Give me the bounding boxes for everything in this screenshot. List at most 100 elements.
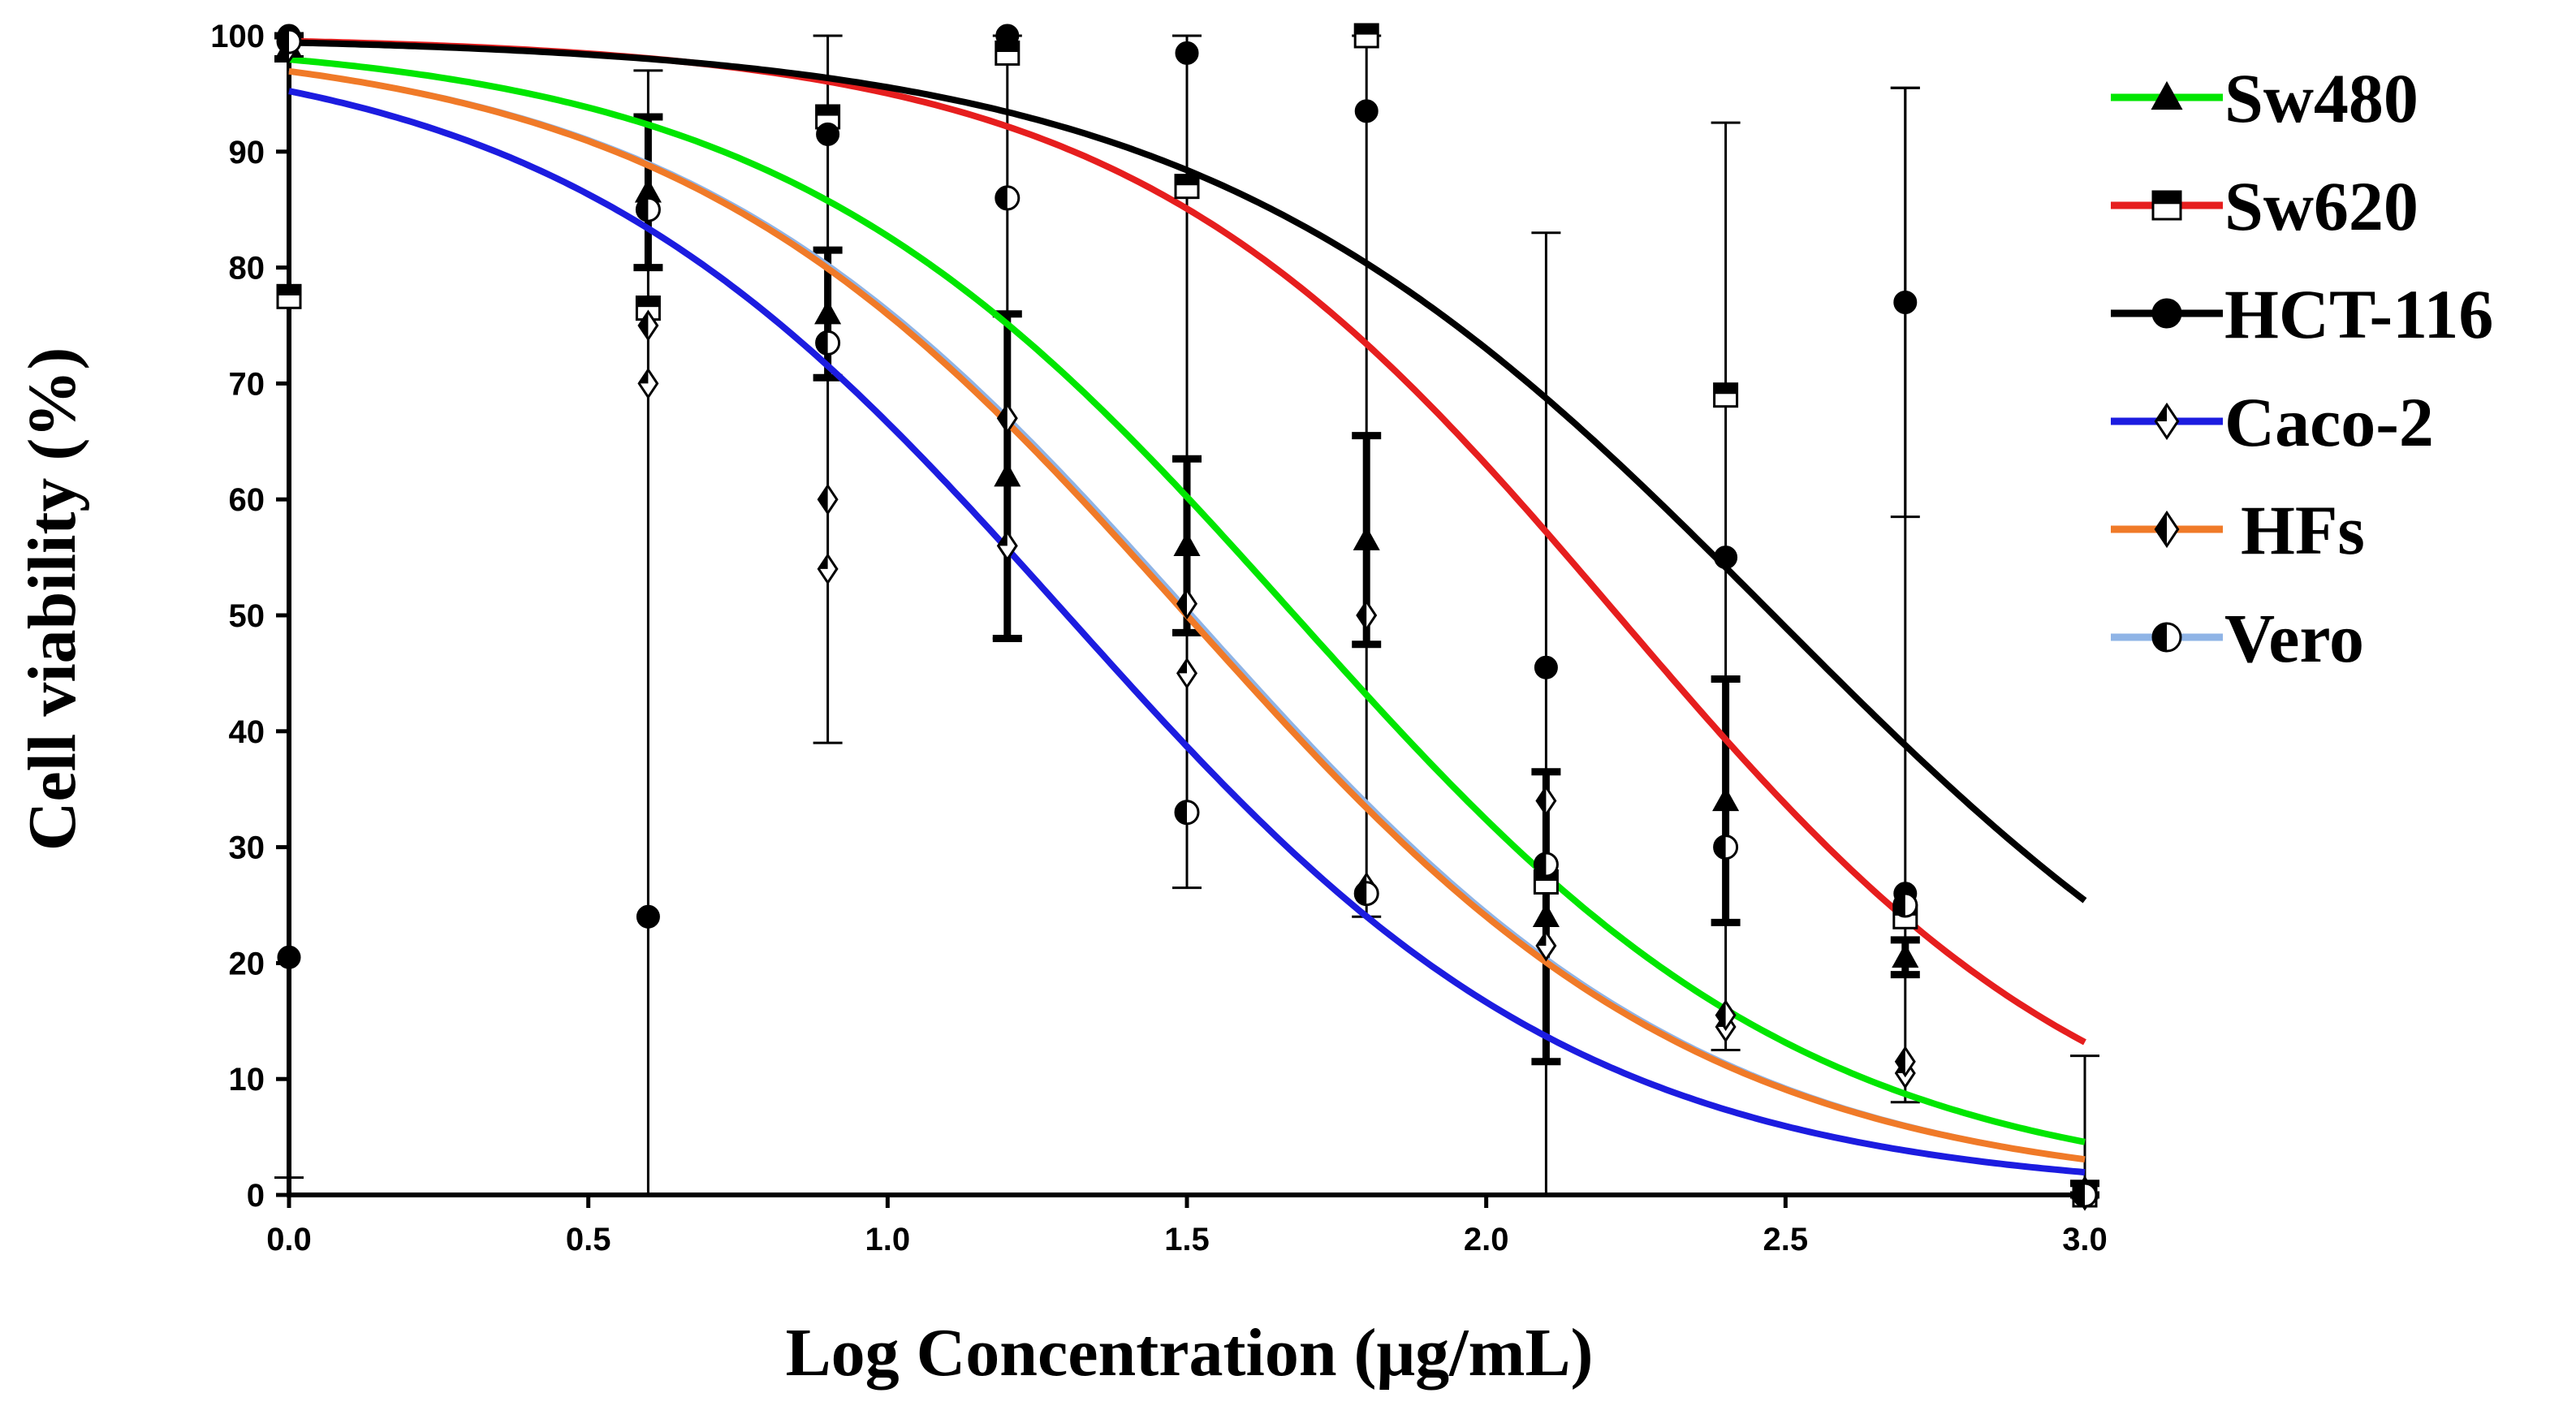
y-tick-label: 80: [229, 251, 265, 287]
x-tick-label: 1.5: [1164, 1222, 1210, 1257]
marker-hct-116-point: [1354, 99, 1379, 123]
marker-hct-116-point: [277, 945, 301, 969]
marker-fill: [995, 186, 1008, 209]
marker-fill: [1357, 602, 1367, 629]
x-axis-title: Log Concentration (μg/mL): [786, 1315, 1594, 1391]
marker-hct-116-point: [1175, 41, 1199, 65]
marker-fill: [2155, 512, 2167, 546]
marker-sw480-point: [1532, 903, 1560, 927]
marker-vero-point: [1892, 892, 1918, 918]
marker-shape: [637, 367, 659, 399]
y-axis-title: Cell viability (%): [15, 347, 90, 852]
marker-shape: [995, 24, 1020, 48]
marker-hct-116-point: [1714, 546, 1738, 570]
marker-sw480-point: [1353, 526, 1380, 550]
marker-fill: [636, 296, 660, 308]
marker-fill: [1355, 882, 1367, 905]
marker-caco-2-point: [817, 553, 839, 585]
marker-sw620-point: [815, 104, 841, 130]
marker-fill: [636, 198, 649, 222]
marker-fill: [278, 30, 289, 54]
y-tick-label: 30: [229, 830, 265, 866]
marker-vero-point: [635, 196, 661, 222]
x-ticks: 0.0 0.5 1.0 1.5 2.0 2.5 3.0: [266, 1195, 2108, 1257]
marker-shape: [1534, 655, 1558, 679]
marker-hfs-point: [817, 483, 839, 515]
marker-sw480-point: [1892, 943, 1919, 968]
marker-shape: [1893, 290, 1918, 314]
marker-shape: [636, 904, 660, 929]
x-tick-label: 0.5: [566, 1222, 611, 1257]
marker-fill: [1714, 383, 1737, 395]
marker-fill: [2153, 192, 2181, 205]
x-tick-label: 0.0: [266, 1222, 312, 1257]
marker-fill: [818, 555, 828, 569]
y-tick-label: 20: [229, 946, 265, 981]
marker-vero-point: [1174, 800, 1200, 826]
y-tick-label: 60: [229, 482, 265, 518]
marker-fill: [816, 105, 839, 116]
marker-fill: [818, 485, 828, 513]
marker-shape: [1714, 546, 1738, 570]
x-tick-label: 2.0: [1464, 1222, 1509, 1257]
axes: 0.0 0.5 1.0 1.5 2.0 2.5 3.0 0 10 20 30 40 50 60 70 80 9…: [210, 19, 2108, 1257]
legend-label-vero: Vero: [2224, 599, 2364, 677]
marker-fill: [1177, 589, 1187, 618]
legend: Sw480 Sw620 HCT-116 Caco-2 HFs Vero: [2111, 59, 2493, 677]
x-tick-label: 1.0: [865, 1222, 911, 1257]
curve-caco-2: [288, 88, 2086, 1176]
marker-hfs-point: [996, 402, 1018, 434]
marker-fill: [1176, 800, 1187, 824]
marker-shape: [1712, 787, 1740, 812]
legend-label-hct-116: HCT-116: [2224, 275, 2493, 353]
marker-fill: [2153, 623, 2167, 651]
legend-label-sw480: Sw480: [2224, 59, 2419, 137]
marker-vero-point: [815, 330, 841, 356]
marker-hfs-point: [1894, 1046, 1916, 1078]
y-tick-label: 50: [229, 598, 265, 634]
y-tick-label: 10: [229, 1062, 265, 1098]
marker-fill: [998, 532, 1008, 546]
marker-hfs-point: [1715, 999, 1737, 1032]
legend-label-caco-2: Caco-2: [2224, 383, 2434, 461]
marker-shape: [994, 462, 1021, 487]
marker-fill: [1534, 853, 1547, 877]
legend-marker-hfs: [2154, 510, 2180, 549]
marker-shape: [1353, 526, 1380, 550]
legend-marker-sw480: [2151, 80, 2183, 110]
marker-shape: [816, 122, 840, 146]
marker-fill: [1716, 1001, 1726, 1029]
marker-fill: [2073, 1184, 2085, 1206]
marker-shape: [2151, 80, 2183, 110]
marker-hct-116-point: [1893, 290, 1918, 314]
marker-shape: [1173, 532, 1201, 557]
marker-caco-2-point: [1535, 929, 1557, 962]
marker-shape: [1175, 41, 1199, 65]
marker-shape: [1354, 99, 1379, 123]
data-markers: [275, 23, 2099, 1211]
y-tick-label: 70: [229, 366, 265, 402]
marker-sw480-point: [1712, 787, 1740, 812]
marker-sw620-point: [1174, 174, 1200, 200]
marker-sw620-point: [1713, 382, 1739, 408]
marker-shape: [1532, 903, 1560, 927]
legend-label-sw620: Sw620: [2224, 167, 2419, 245]
marker-hfs-point: [1356, 599, 1378, 632]
marker-shape: [277, 945, 301, 969]
marker-hfs-point: [1176, 588, 1198, 620]
marker-hct-116-point: [995, 24, 1020, 48]
curve-hct-116: [288, 39, 2087, 904]
marker-vero-point: [1533, 852, 1559, 878]
marker-caco-2-point: [1176, 657, 1198, 689]
marker-hfs-point: [1535, 784, 1557, 817]
y-tick-label: 0: [247, 1178, 265, 1214]
marker-fill: [1355, 24, 1379, 35]
legend-marker-caco-2: [2154, 402, 2180, 441]
marker-hct-116-point: [1534, 655, 1558, 679]
marker-fill: [1537, 932, 1547, 946]
marker-hfs-point: [637, 309, 659, 342]
legend-label-hfs: HFs: [2241, 491, 2365, 569]
marker-shape: [2151, 298, 2182, 329]
y-tick-label: 40: [229, 714, 265, 750]
